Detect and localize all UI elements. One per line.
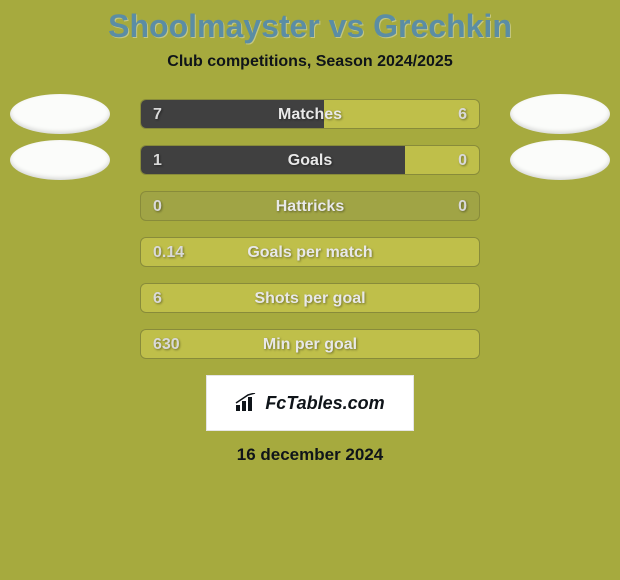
- stat-label: Goals per match: [141, 238, 479, 267]
- subtitle: Club competitions, Season 2024/2025: [0, 53, 620, 71]
- stat-row: 0.14Goals per match: [0, 237, 620, 267]
- player1-avatar: [10, 94, 110, 134]
- stat-bar-track: 00Hattricks: [140, 191, 480, 221]
- stat-row: 10Goals: [0, 145, 620, 175]
- date: 16 december 2024: [0, 445, 620, 465]
- player2-avatar: [510, 140, 610, 180]
- comparison-infographic: Shoolmayster vs Grechkin Club competitio…: [0, 0, 620, 580]
- stat-label: Shots per goal: [141, 284, 479, 313]
- player1-avatar: [10, 140, 110, 180]
- stat-bar-track: 6Shots per goal: [140, 283, 480, 313]
- stat-bar-track: 630Min per goal: [140, 329, 480, 359]
- stat-row: 6Shots per goal: [0, 283, 620, 313]
- stat-label: Min per goal: [141, 330, 479, 359]
- player1-name: Shoolmayster: [108, 8, 320, 44]
- stat-bar-track: 76Matches: [140, 99, 480, 129]
- stat-bar-track: 0.14Goals per match: [140, 237, 480, 267]
- stat-bar-track: 10Goals: [140, 145, 480, 175]
- stat-label: Hattricks: [141, 192, 479, 221]
- player2-name: Grechkin: [373, 8, 512, 44]
- stat-label: Goals: [141, 146, 479, 175]
- stat-rows: 76Matches 10Goals 00Hattricks 0.14Goals per…: [0, 99, 620, 359]
- stat-row: 00Hattricks: [0, 191, 620, 221]
- vs-text: vs: [320, 8, 373, 44]
- logo-text: FcTables.com: [265, 393, 384, 414]
- stat-row: 630Min per goal: [0, 329, 620, 359]
- fctables-logo: FcTables.com: [206, 375, 414, 431]
- stat-row: 76Matches: [0, 99, 620, 129]
- stat-label: Matches: [141, 100, 479, 129]
- chart-icon: [235, 393, 261, 413]
- player2-avatar: [510, 94, 610, 134]
- page-title: Shoolmayster vs Grechkin: [0, 8, 620, 45]
